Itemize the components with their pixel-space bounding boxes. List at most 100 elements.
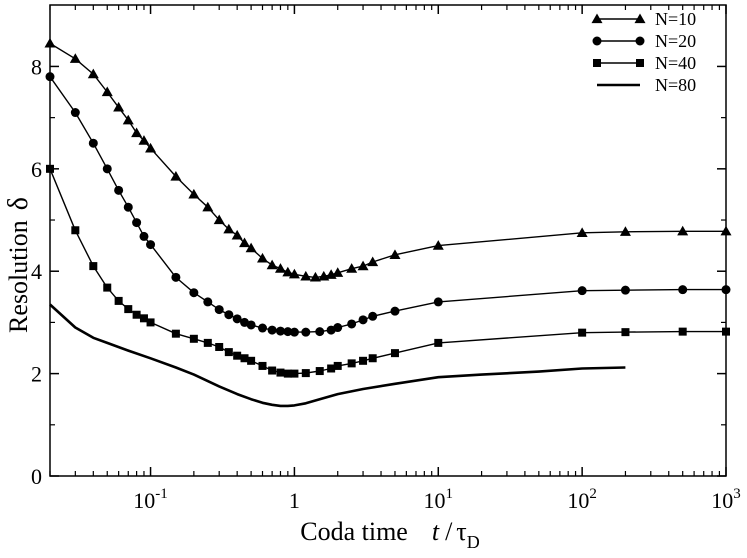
data-point-circle	[358, 315, 368, 325]
x-tick-label: 101	[424, 486, 454, 513]
data-point-triangle	[367, 256, 379, 267]
data-point-square	[636, 59, 644, 67]
data-point-triangle	[300, 270, 312, 281]
legend-item: N=20	[592, 31, 696, 51]
y-tick-label: 6	[31, 157, 42, 182]
data-point-square	[258, 361, 267, 370]
data-point-circle	[275, 326, 285, 336]
data-point-triangle	[131, 127, 143, 138]
legend-item: N=80	[597, 75, 696, 95]
data-point-triangle	[231, 229, 243, 240]
data-point-square	[233, 351, 242, 360]
data-point-triangle	[346, 263, 358, 273]
data-point-circle	[577, 286, 587, 296]
data-point-square	[678, 327, 687, 336]
data-point-square	[621, 328, 630, 337]
x-tick-label-exponent: 1	[446, 486, 454, 502]
legend-label: N=80	[655, 75, 696, 95]
data-point-triangle	[223, 223, 235, 234]
legend-label: N=10	[655, 9, 696, 29]
data-point-triangle	[170, 171, 182, 181]
data-point-circle	[171, 272, 181, 282]
legend: N=10N=20N=40N=80	[591, 9, 696, 95]
data-point-circle	[433, 297, 443, 307]
data-point-square	[327, 364, 336, 373]
data-point-square	[578, 328, 587, 337]
data-point-square	[103, 283, 112, 292]
data-point-circle	[123, 202, 133, 212]
data-point-square	[283, 369, 292, 378]
data-point-triangle	[87, 68, 99, 79]
data-point-square	[146, 318, 155, 327]
data-point-square	[315, 367, 324, 376]
data-point-circle	[139, 231, 149, 241]
data-point-circle	[267, 325, 277, 335]
data-point-circle	[214, 305, 224, 315]
y-axis-title-main: Resolution	[4, 220, 33, 333]
data-point-triangle	[138, 135, 150, 145]
y-tick-label: 2	[31, 362, 42, 387]
x-tick-label-base: 10	[424, 488, 446, 513]
data-point-triangle	[282, 266, 294, 277]
data-point-triangle	[357, 260, 369, 271]
data-point-triangle	[213, 214, 225, 225]
data-point-square	[203, 338, 212, 347]
data-point-square	[215, 342, 224, 351]
x-axis-title-slash: /	[445, 517, 453, 546]
data-point-triangle	[332, 267, 344, 277]
data-point-triangle	[389, 249, 401, 259]
x-axis-title-tau: τ	[456, 517, 466, 546]
data-point-square	[359, 356, 368, 365]
data-point-square	[290, 369, 299, 378]
x-tick-label-base: 10	[711, 488, 733, 513]
legend-label: N=20	[655, 31, 696, 51]
data-point-triangle	[309, 271, 321, 282]
series-n-10	[44, 37, 732, 282]
data-point-triangle	[619, 226, 631, 236]
data-point-square	[132, 310, 141, 319]
data-point-triangle	[202, 201, 214, 212]
x-tick-label-base: 10	[567, 488, 589, 513]
y-tick-label: 4	[31, 259, 42, 284]
data-point-triangle	[288, 268, 300, 279]
series-n-40	[46, 164, 730, 378]
x-axis-title-t: t	[432, 517, 440, 546]
data-point-square	[89, 262, 98, 271]
data-point-triangle	[239, 237, 251, 248]
series-line	[49, 168, 726, 375]
y-axis-title-symbol: δ	[3, 197, 34, 210]
data-point-circle	[390, 306, 400, 316]
y-tick-label: 8	[31, 54, 42, 79]
x-tick-label: 1	[289, 488, 300, 513]
data-point-square	[368, 354, 377, 363]
data-point-square	[333, 361, 342, 370]
data-point-square	[390, 349, 399, 358]
x-axis-title-main: Coda time	[300, 517, 408, 546]
x-tick-label-exponent: -1	[155, 486, 168, 502]
series-n-20	[45, 72, 731, 337]
data-point-square	[247, 356, 256, 365]
data-point-square	[593, 59, 601, 67]
data-point-square	[301, 369, 310, 378]
data-point-triangle	[274, 263, 286, 273]
data-point-square	[224, 348, 233, 357]
data-point-circle	[635, 36, 645, 46]
legend-item: N=40	[593, 53, 696, 73]
data-point-circle	[146, 240, 156, 250]
data-point-square	[276, 368, 285, 377]
data-point-circle	[283, 327, 293, 337]
data-point-square	[434, 338, 443, 347]
data-point-circle	[301, 327, 311, 337]
data-point-triangle	[576, 227, 588, 237]
x-tick-label: 103	[711, 486, 741, 513]
data-point-triangle	[432, 240, 444, 250]
x-tick-label-base: 10	[133, 488, 155, 513]
data-point-square	[268, 366, 277, 375]
plot-frame	[49, 4, 727, 477]
data-point-square	[347, 359, 356, 368]
x-tick-label-exponent: 3	[733, 486, 741, 502]
data-point-circle	[315, 327, 325, 337]
data-point-triangle	[266, 259, 278, 270]
data-point-circle	[114, 185, 124, 195]
